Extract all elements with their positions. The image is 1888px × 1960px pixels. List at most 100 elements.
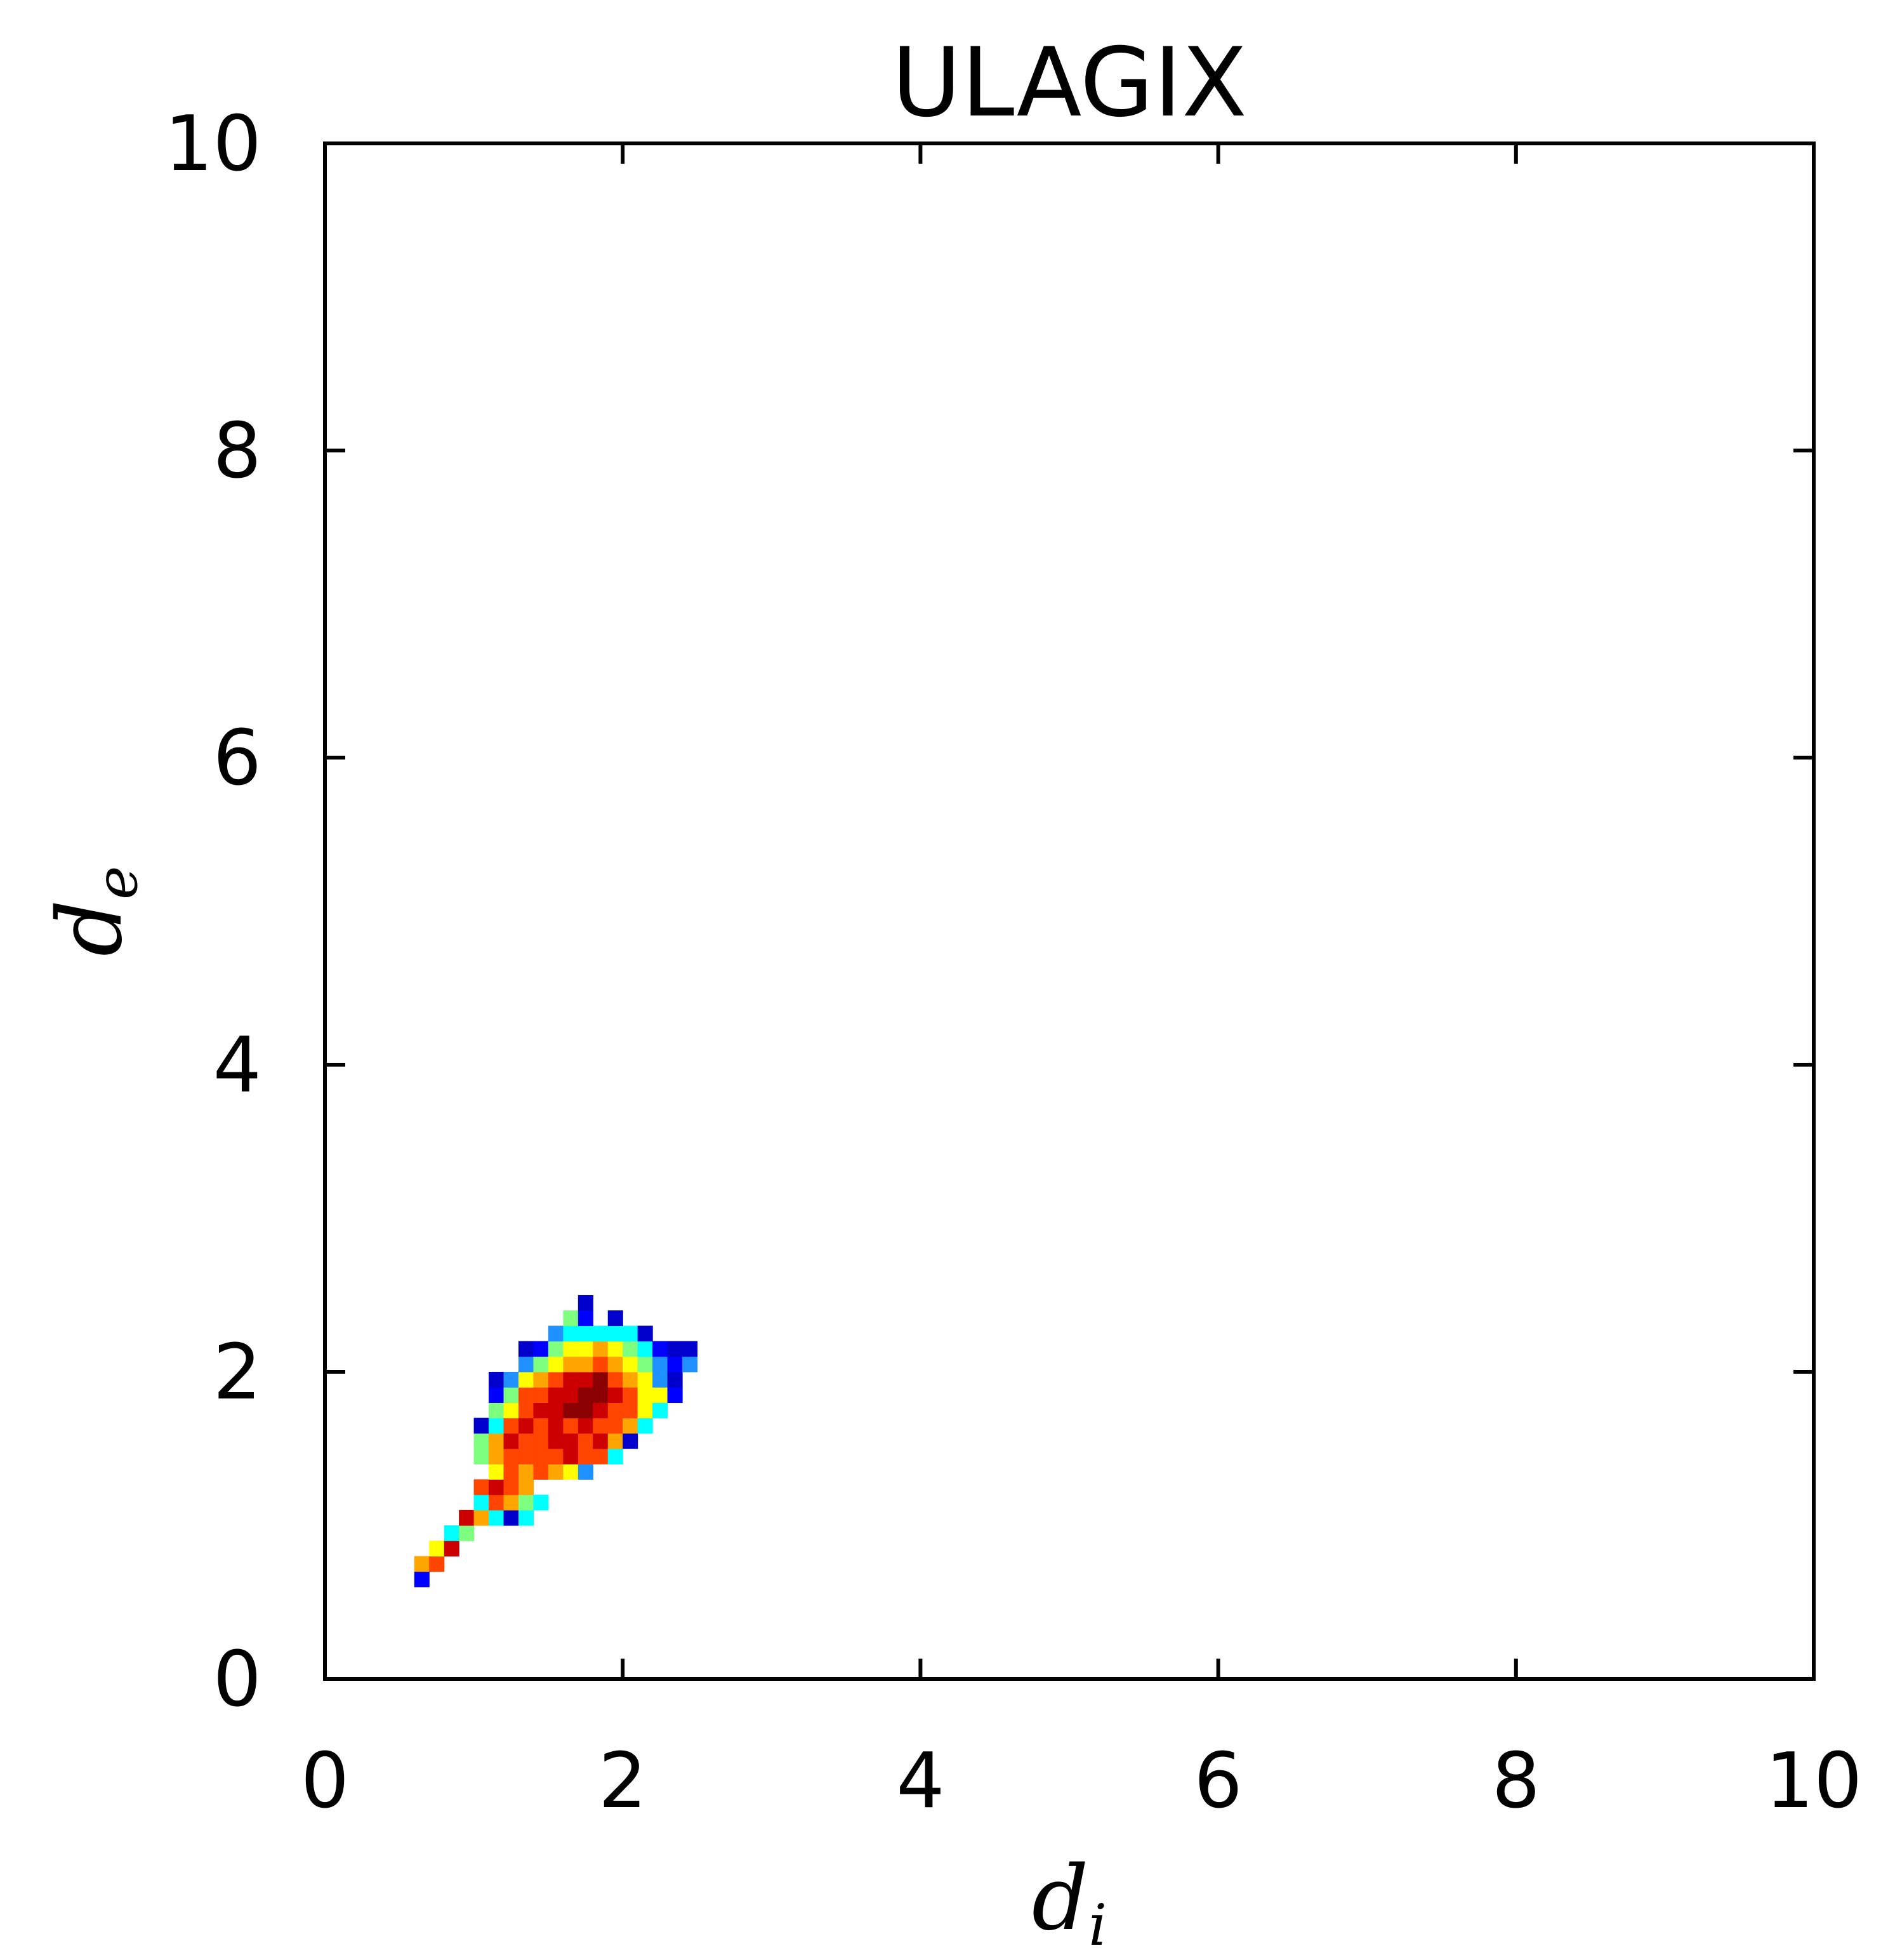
- heatmap-cells: [414, 1295, 698, 1588]
- heatmap-cell: [578, 1387, 593, 1403]
- heatmap-cell: [563, 1464, 579, 1480]
- heatmap-cell: [593, 1341, 609, 1357]
- x-tick-label: 8: [1492, 1737, 1540, 1825]
- heatmap-cell: [607, 1356, 623, 1372]
- heatmap-cell: [607, 1433, 623, 1449]
- heatmap-cell: [518, 1341, 534, 1357]
- y-tick-label: 10: [164, 100, 261, 188]
- heatmap-cell: [489, 1417, 505, 1434]
- heatmap-cell: [503, 1479, 519, 1496]
- x-tick-label: 0: [301, 1737, 349, 1825]
- heatmap-cell: [473, 1479, 489, 1496]
- heatmap-cell: [489, 1509, 505, 1526]
- heatmap-cell: [473, 1433, 489, 1449]
- y-axis-label: de: [39, 866, 150, 957]
- heatmap-cell: [563, 1341, 579, 1357]
- heatmap-cell: [518, 1417, 534, 1434]
- x-tick-label: 10: [1766, 1737, 1863, 1825]
- heatmap-cell: [533, 1449, 549, 1464]
- heatmap-cell: [682, 1341, 698, 1357]
- heatmap-cell: [489, 1387, 505, 1403]
- heatmap-cell: [593, 1417, 609, 1434]
- heatmap-cell: [623, 1402, 638, 1419]
- heatmap-cell: [563, 1372, 579, 1388]
- heatmap-cell: [414, 1571, 430, 1588]
- heatmap-cell: [489, 1372, 505, 1388]
- heatmap-cell: [518, 1509, 534, 1526]
- heatmap-cell: [518, 1402, 534, 1419]
- heatmap-cell: [518, 1464, 534, 1480]
- heatmap-cell: [563, 1433, 579, 1449]
- heatmap-cell: [503, 1509, 519, 1526]
- heatmap-cell: [652, 1372, 668, 1388]
- heatmap-cell: [652, 1356, 668, 1372]
- heatmap-cell: [548, 1402, 564, 1419]
- heatmap-cell: [623, 1325, 638, 1342]
- x-tick-label: 2: [598, 1737, 647, 1825]
- heatmap-cell: [518, 1479, 534, 1496]
- heatmap-cell: [637, 1387, 653, 1403]
- heatmap-cell: [503, 1464, 519, 1480]
- heatmap-cell: [489, 1449, 505, 1464]
- heatmap-cell: [578, 1325, 593, 1342]
- heatmap-cell: [682, 1356, 698, 1372]
- y-tick-label: 8: [213, 407, 261, 496]
- heatmap-cell: [578, 1417, 593, 1434]
- heatmap-cell: [578, 1295, 593, 1311]
- heatmap-cell: [593, 1372, 609, 1388]
- heatmap-cell: [489, 1433, 505, 1449]
- heatmap-cell: [473, 1509, 489, 1526]
- heatmap-cell: [533, 1417, 549, 1434]
- heatmap-cell: [578, 1449, 593, 1464]
- heatmap-cell: [578, 1356, 593, 1372]
- heatmap-cell: [503, 1433, 519, 1449]
- heatmap-cell: [503, 1449, 519, 1464]
- heatmap-cell: [652, 1387, 668, 1403]
- heatmap-cell: [503, 1494, 519, 1511]
- heatmap-cell: [518, 1387, 534, 1403]
- heatmap-cell: [533, 1372, 549, 1388]
- heatmap-cell: [593, 1325, 609, 1342]
- heatmap-cell: [459, 1509, 475, 1526]
- heatmap-cell: [578, 1433, 593, 1449]
- heatmap-cell: [667, 1356, 683, 1372]
- heatmap-cell: [533, 1464, 549, 1480]
- heatmap-cell: [518, 1449, 534, 1464]
- heatmap-cell: [533, 1387, 549, 1403]
- x-tick-label: 4: [896, 1737, 944, 1825]
- heatmap-cell: [533, 1433, 549, 1449]
- heatmap-cell: [533, 1402, 549, 1419]
- heatmap-cell: [637, 1372, 653, 1388]
- heatmap-cell: [563, 1325, 579, 1342]
- heatmap-cell: [593, 1356, 609, 1372]
- x-tick-labels: 0 2 4 6 8 10: [301, 1737, 1863, 1825]
- heatmap-cell: [548, 1387, 564, 1403]
- heatmap-cell: [607, 1310, 623, 1326]
- heatmap-cell: [563, 1449, 579, 1464]
- y-tick-label: 2: [213, 1329, 261, 1417]
- heatmap-cell: [623, 1372, 638, 1388]
- heatmap-cell: [444, 1541, 459, 1556]
- heatmap-cell: [667, 1372, 683, 1388]
- plot-frame: [323, 141, 1816, 1681]
- y-tick-label: 0: [213, 1636, 261, 1724]
- heatmap-cell: [637, 1356, 653, 1372]
- heatmap-cell: [623, 1387, 638, 1403]
- heatmap-cell: [593, 1449, 609, 1464]
- heatmap-cell: [652, 1341, 668, 1357]
- heatmap-cell: [548, 1356, 564, 1372]
- heatmap-cell: [548, 1325, 564, 1342]
- heatmap-cell: [578, 1402, 593, 1419]
- heatmap-cell: [429, 1541, 445, 1556]
- heatmap-cell: [489, 1494, 505, 1511]
- heatmap-cell: [623, 1356, 638, 1372]
- heatmap-cell: [518, 1433, 534, 1449]
- heatmap-cell: [637, 1417, 653, 1434]
- x-tick-label: 6: [1194, 1737, 1242, 1825]
- axis-ticks: [323, 141, 1816, 1681]
- heatmap-cell: [533, 1341, 549, 1357]
- heatmap-cell: [503, 1402, 519, 1419]
- heatmap-cell: [548, 1372, 564, 1388]
- heatmap-cell: [563, 1402, 579, 1419]
